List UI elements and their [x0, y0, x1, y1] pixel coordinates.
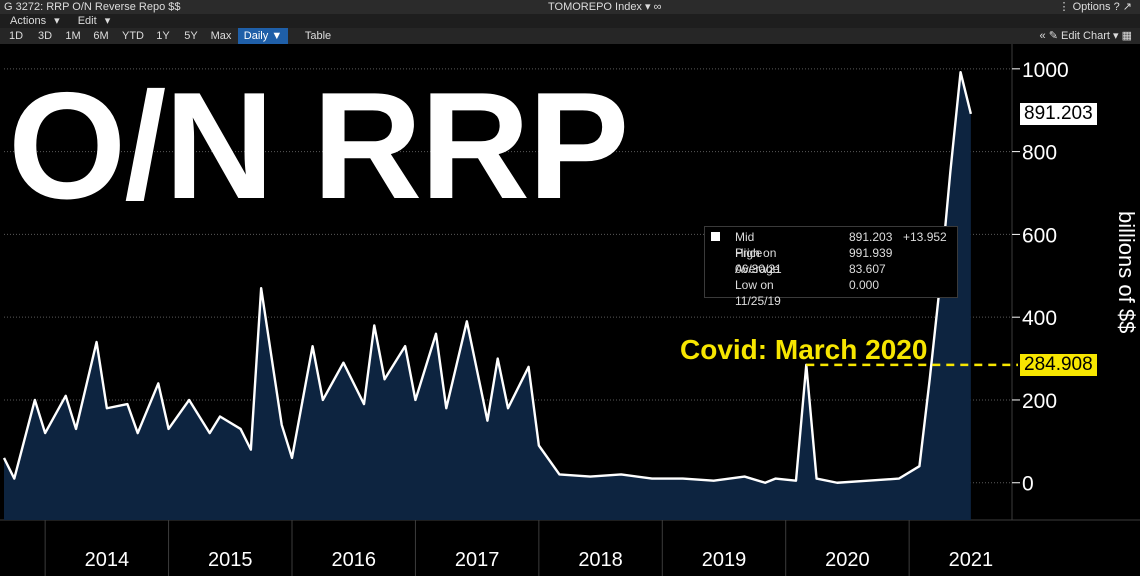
overlay-title: O/N RRP [8, 61, 629, 231]
y-tick-label: 800 [1022, 142, 1057, 165]
edit-label: Edit [77, 15, 97, 27]
x-tick-label: 2020 [825, 549, 870, 571]
legend-label: High on 06/30/21 [735, 246, 782, 276]
grid-icon: ▦ [1121, 30, 1132, 42]
x-tick-label: 2019 [702, 549, 747, 571]
range-ytd-button[interactable]: YTD [122, 30, 144, 42]
range-toolbar: 1D 3D 1M 6M YTD 1Y 5Y Max Daily ▼ Table … [0, 28, 1140, 44]
chart-legend: Mid Price 891.203 +13.952 High on 06/30/21… [704, 226, 958, 308]
edit-chart-button[interactable]: « ✎ Edit Chart ▾ ▦ [1040, 28, 1132, 44]
legend-value: 83.607 [849, 262, 886, 276]
options-label: Options [1072, 1, 1111, 13]
legend-row-mid: Mid Price 891.203 +13.952 [711, 229, 947, 260]
legend-label: Low on 11/25/19 [735, 278, 781, 308]
rrp-chart: 2014 2015 2016 2017 2018 2019 2020 2021 0 200 400 6… [0, 44, 1140, 576]
x-tick-label: 2021 [949, 549, 994, 571]
options-menu[interactable]: ⋮ Options ? ↗ [1059, 0, 1132, 14]
legend-change: +13.952 [903, 230, 947, 244]
edit-chart-label: Edit Chart [1061, 30, 1110, 42]
y-tick-label: 600 [1022, 224, 1057, 247]
covid-annotation: Covid: March 2020 [680, 334, 928, 365]
x-tick-label: 2016 [331, 549, 376, 571]
last-value-label: 891.203 [1020, 102, 1097, 125]
x-tick-label: 2014 [85, 549, 130, 571]
collapse-icon: « [1039, 30, 1049, 42]
link-icon: ∞ [653, 1, 662, 13]
period-selector[interactable]: Daily ▼ [238, 28, 288, 44]
chevron-down-icon: ▼ [271, 30, 283, 42]
y-axis-title-wrap: billions of $$ [1096, 208, 1140, 368]
x-tick-label: 2017 [455, 549, 500, 571]
ticker-selector[interactable]: TOMOREPO Index ▾ ∞ [548, 0, 661, 14]
period-label: Daily [243, 30, 269, 42]
range-1m-button[interactable]: 1M [65, 30, 81, 42]
window-title: G 3272: RRP O/N Reverse Repo $$ [4, 1, 181, 13]
dots-icon: ⋮ [1058, 1, 1073, 13]
y-tick-label: 0 [1022, 473, 1034, 496]
table-button[interactable]: Table [304, 30, 332, 42]
legend-value: 991.939 [849, 246, 893, 260]
legend-marker [711, 232, 720, 241]
x-tick-label: 2018 [578, 549, 623, 571]
legend-label: Mid Price [735, 230, 763, 260]
legend-value: 0.000 [849, 278, 880, 292]
title-bar: G 3272: RRP O/N Reverse Repo $$ TOMOREPO… [0, 0, 1140, 14]
legend-label: Average [735, 262, 780, 276]
y-tick-label: 400 [1022, 307, 1057, 330]
ticker-label: TOMOREPO Index [548, 1, 642, 13]
y-tick-label: 1000 [1022, 59, 1069, 82]
legend-value: 891.203 [849, 230, 893, 244]
popout-icon: ↗ [1122, 1, 1132, 13]
edit-menu[interactable]: Edit ▾ [68, 14, 116, 28]
help-icon: ? [1113, 1, 1120, 13]
chevron-down-icon: ▾ [645, 1, 651, 13]
covid-value-label: 284.908 [1020, 353, 1097, 376]
range-3d-button[interactable]: 3D [37, 30, 53, 42]
menu-bar: Actions ▾ Edit ▾ [0, 14, 1140, 28]
pencil-icon: ✎ [1048, 30, 1062, 42]
y-tick-label: 200 [1022, 390, 1057, 413]
range-6m-button[interactable]: 6M [93, 30, 109, 42]
range-1d-button[interactable]: 1D [8, 30, 24, 42]
x-tick-label: 2015 [208, 549, 253, 571]
series-area [4, 72, 971, 521]
range-max-button[interactable]: Max [210, 30, 232, 42]
actions-menu[interactable]: Actions ▾ [0, 14, 65, 28]
range-1y-button[interactable]: 1Y [156, 30, 170, 42]
chevron-down-icon: ▾ [1113, 30, 1119, 42]
actions-label: Actions [10, 15, 47, 27]
series-line [2, 70, 973, 484]
y-axis-title: billions of $$ [1114, 211, 1139, 334]
range-5y-button[interactable]: 5Y [184, 30, 198, 42]
